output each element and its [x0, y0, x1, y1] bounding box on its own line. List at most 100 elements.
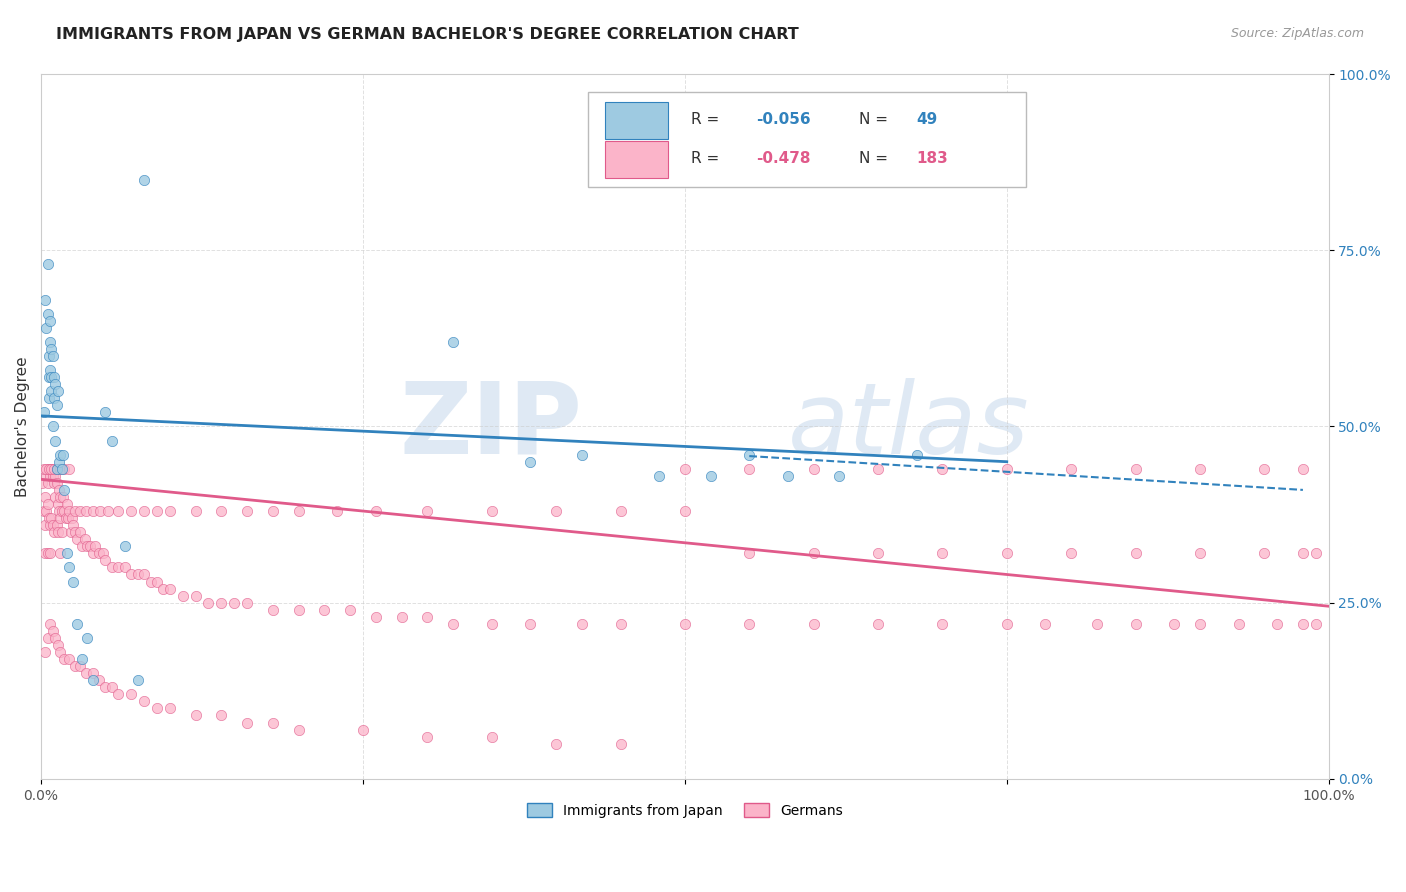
- Point: [87, 673, 110, 688]
- Point: [39, 468, 62, 483]
- Point: [94, 553, 117, 567]
- Point: [34, 645, 56, 659]
- Point: [866, 462, 889, 476]
- Point: [416, 730, 439, 744]
- Point: [1292, 462, 1315, 476]
- Point: [673, 616, 696, 631]
- Point: [546, 504, 568, 518]
- Point: [72, 652, 94, 666]
- Text: 183: 183: [917, 151, 949, 166]
- Point: [82, 546, 104, 560]
- Point: [42, 475, 65, 490]
- Point: [209, 596, 232, 610]
- Point: [63, 525, 86, 540]
- Point: [648, 468, 671, 483]
- Text: R =: R =: [692, 112, 724, 128]
- Point: [39, 518, 62, 533]
- Point: [45, 518, 67, 533]
- Point: [120, 567, 142, 582]
- Point: [571, 448, 593, 462]
- Point: [101, 434, 124, 448]
- Point: [34, 546, 56, 560]
- Point: [51, 462, 73, 476]
- Point: [139, 574, 162, 589]
- Point: [931, 546, 953, 560]
- Point: [995, 462, 1018, 476]
- Point: [1125, 462, 1147, 476]
- Text: -0.478: -0.478: [755, 151, 810, 166]
- Point: [73, 533, 96, 547]
- Point: [931, 616, 953, 631]
- Point: [59, 525, 82, 540]
- Point: [48, 504, 70, 518]
- Point: [146, 701, 169, 715]
- Point: [995, 546, 1018, 560]
- Point: [481, 616, 503, 631]
- Point: [738, 546, 761, 560]
- Point: [69, 525, 91, 540]
- Point: [75, 666, 97, 681]
- Point: [352, 723, 374, 737]
- Point: [209, 504, 232, 518]
- Point: [45, 462, 67, 476]
- Point: [82, 666, 104, 681]
- Point: [89, 504, 111, 518]
- Text: Source: ZipAtlas.com: Source: ZipAtlas.com: [1230, 27, 1364, 40]
- Y-axis label: Bachelor's Degree: Bachelor's Degree: [15, 356, 30, 497]
- Point: [46, 497, 69, 511]
- Point: [39, 546, 62, 560]
- Point: [197, 596, 219, 610]
- Point: [58, 560, 80, 574]
- Point: [91, 546, 114, 560]
- Point: [38, 462, 60, 476]
- Point: [107, 560, 129, 574]
- Point: [53, 462, 76, 476]
- Point: [132, 694, 155, 708]
- Point: [38, 370, 60, 384]
- Point: [120, 687, 142, 701]
- Point: [82, 673, 104, 688]
- Point: [75, 504, 97, 518]
- Point: [37, 307, 59, 321]
- Point: [42, 370, 65, 384]
- Text: atlas: atlas: [787, 378, 1029, 475]
- Point: [127, 567, 149, 582]
- Point: [41, 384, 63, 399]
- Point: [287, 723, 309, 737]
- Point: [84, 539, 107, 553]
- Point: [44, 468, 66, 483]
- Point: [803, 546, 825, 560]
- Point: [87, 546, 110, 560]
- Point: [32, 462, 55, 476]
- Point: [236, 715, 259, 730]
- FancyBboxPatch shape: [605, 103, 668, 139]
- Point: [1305, 616, 1327, 631]
- Point: [63, 659, 86, 673]
- Point: [120, 504, 142, 518]
- Point: [803, 462, 825, 476]
- Point: [44, 490, 66, 504]
- Point: [34, 293, 56, 307]
- Point: [69, 504, 91, 518]
- Text: ZIP: ZIP: [399, 378, 582, 475]
- Point: [45, 462, 67, 476]
- Text: 49: 49: [917, 112, 938, 128]
- Legend: Immigrants from Japan, Germans: Immigrants from Japan, Germans: [520, 797, 849, 825]
- Point: [184, 708, 207, 723]
- Point: [62, 518, 84, 533]
- Point: [41, 624, 63, 638]
- Point: [519, 455, 541, 469]
- Point: [58, 462, 80, 476]
- Point: [416, 609, 439, 624]
- Point: [53, 483, 76, 497]
- Point: [1188, 616, 1211, 631]
- Point: [94, 680, 117, 694]
- Point: [46, 638, 69, 652]
- Point: [97, 504, 120, 518]
- Point: [1125, 616, 1147, 631]
- Point: [1060, 546, 1083, 560]
- Point: [37, 257, 59, 271]
- Point: [56, 497, 79, 511]
- Point: [44, 434, 66, 448]
- Point: [262, 715, 284, 730]
